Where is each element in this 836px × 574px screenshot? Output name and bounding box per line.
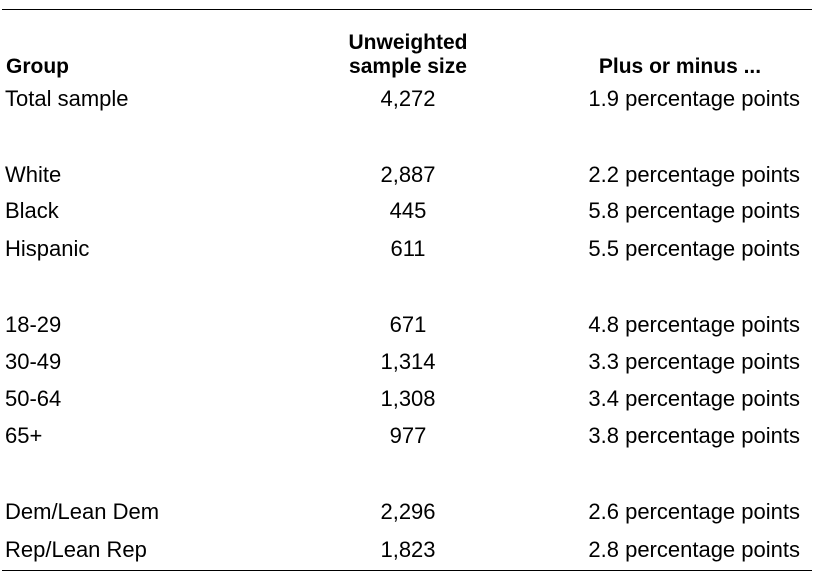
row-sample-size: 445	[389, 198, 427, 223]
table-row: Hispanic 611 5.5 percentage points	[0, 234, 814, 264]
header-sample-size-line1: Unweighted	[348, 31, 468, 54]
row-sample-size: 1,823	[380, 537, 436, 562]
table-row: White 2,887 2.2 percentage points	[0, 160, 814, 190]
table-row: Dem/Lean Dem 2,296 2.6 percentage points	[0, 497, 814, 527]
row-group: Dem/Lean Dem	[5, 499, 160, 524]
table-row: 18-29 671 4.8 percentage points	[0, 310, 814, 340]
row-sample-size: 977	[389, 423, 427, 448]
row-group: White	[5, 162, 62, 187]
table-row: 50-64 1,308 3.4 percentage points	[0, 384, 814, 414]
table-row: Rep/Lean Rep 1,823 2.8 percentage points	[0, 535, 814, 565]
table-row: Black 445 5.8 percentage points	[0, 196, 814, 226]
header-sample-size-line2: sample size	[349, 55, 467, 78]
table-row: Total sample 4,272 1.9 percentage points	[0, 84, 814, 114]
row-sample-size: 671	[389, 312, 427, 337]
row-margin-of-error: 2.6 percentage points	[588, 499, 800, 524]
row-sample-size: 1,308	[380, 386, 436, 411]
row-group: 50-64	[5, 386, 62, 411]
row-sample-size: 1,314	[380, 349, 436, 374]
row-margin-of-error: 5.8 percentage points	[588, 198, 800, 223]
row-sample-size: 2,296	[380, 499, 436, 524]
table-row: 65+ 977 3.8 percentage points	[0, 421, 814, 451]
row-group: Hispanic	[5, 236, 90, 261]
row-margin-of-error: 3.3 percentage points	[588, 349, 800, 374]
row-group: Total sample	[5, 86, 129, 111]
bottom-rule	[2, 570, 812, 571]
row-margin-of-error: 1.9 percentage points	[588, 86, 800, 111]
row-group: Rep/Lean Rep	[5, 537, 147, 562]
row-group: Black	[5, 198, 59, 223]
row-margin-of-error: 2.2 percentage points	[588, 162, 800, 187]
row-sample-size: 611	[390, 236, 426, 261]
row-margin-of-error: 3.4 percentage points	[588, 386, 800, 411]
margin-of-error-table: Group Unweighted sample size Plus or min…	[0, 9, 814, 571]
top-rule	[2, 9, 812, 10]
row-group: 18-29	[5, 312, 62, 337]
header-margin-of-error: Plus or minus ...	[598, 55, 762, 78]
header-sample-size: Unweighted sample size	[332, 31, 484, 79]
header-group: Group	[6, 55, 69, 78]
row-margin-of-error: 5.5 percentage points	[588, 236, 800, 261]
row-margin-of-error: 3.8 percentage points	[588, 423, 800, 448]
row-sample-size: 2,887	[380, 162, 436, 187]
row-group: 30-49	[5, 349, 62, 374]
row-group: 65+	[5, 423, 43, 448]
table-row: 30-49 1,314 3.3 percentage points	[0, 347, 814, 377]
row-sample-size: 4,272	[380, 86, 436, 111]
row-margin-of-error: 4.8 percentage points	[588, 312, 800, 337]
row-margin-of-error: 2.8 percentage points	[588, 537, 800, 562]
